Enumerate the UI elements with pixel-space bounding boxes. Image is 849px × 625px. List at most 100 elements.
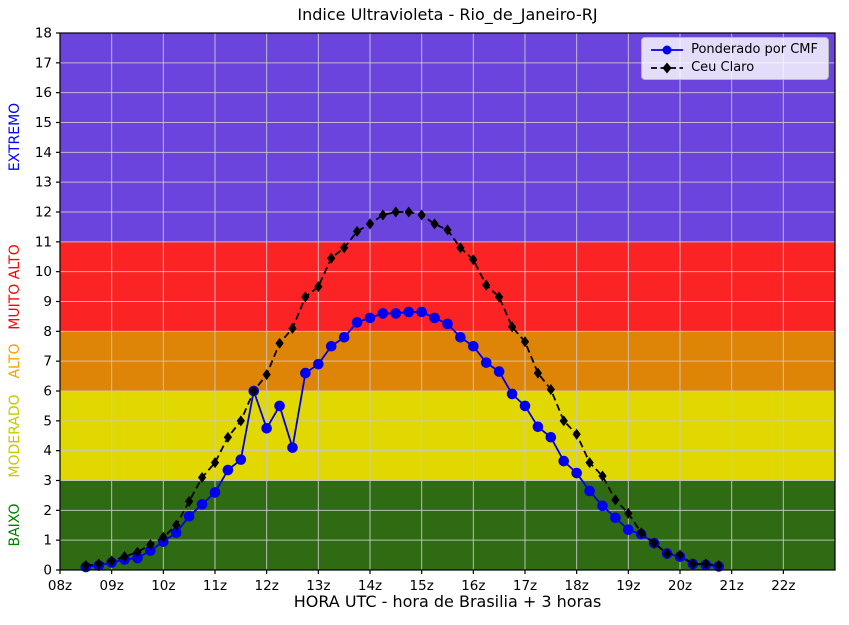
data-point-diamond — [172, 519, 181, 531]
data-point-circle — [571, 467, 582, 479]
data-point-diamond — [107, 555, 116, 567]
data-point-diamond — [624, 507, 633, 519]
band-label-moderado: MODERADO — [7, 394, 23, 478]
data-point-diamond — [469, 254, 478, 266]
band-label-extremo: EXTREMO — [7, 103, 23, 172]
data-point-diamond — [443, 224, 452, 236]
y-tick-label: 0 — [43, 563, 52, 579]
data-point-circle — [597, 500, 608, 512]
y-tick-label: 2 — [43, 503, 52, 519]
data-point-circle — [261, 422, 272, 434]
y-tick-label: 10 — [35, 264, 52, 280]
legend: Ponderado por CMF Ceu Claro — [641, 37, 829, 80]
data-point-circle — [235, 454, 247, 465]
chart-title: Indice Ultravioleta - Rio_de_Janeiro-RJ — [297, 5, 598, 24]
legend-label: Ceu Claro — [691, 60, 755, 75]
data-point-diamond — [301, 291, 310, 303]
data-point-circle — [442, 318, 453, 330]
data-point-diamond — [378, 209, 388, 221]
data-point-diamond — [572, 428, 581, 440]
x-tick-label: 12z — [255, 578, 279, 594]
data-point-circle — [325, 340, 337, 352]
y-tick-label: 17 — [35, 55, 52, 71]
data-point-circle — [364, 312, 376, 324]
data-point-circle — [493, 366, 505, 377]
data-point-diamond — [662, 548, 672, 560]
data-point-diamond — [249, 385, 258, 397]
x-tick-label: 21z — [720, 578, 744, 594]
band-label-baixo: BAIXO — [7, 503, 23, 547]
data-point-diamond — [327, 252, 336, 264]
data-point-diamond — [391, 206, 400, 218]
y-tick-label: 1 — [43, 533, 52, 549]
y-tick-label: 13 — [35, 175, 52, 191]
x-tick-label: 14z — [358, 578, 382, 594]
data-point-diamond — [701, 558, 710, 570]
data-point-diamond — [650, 537, 659, 549]
data-point-circle — [416, 306, 427, 318]
data-point-diamond — [81, 560, 90, 572]
x-tick-label: 13z — [306, 578, 330, 594]
data-point-circle — [623, 524, 634, 536]
data-point-diamond — [236, 415, 245, 427]
data-point-circle — [429, 312, 440, 324]
y-tick-label: 11 — [35, 234, 52, 250]
data-point-circle — [338, 332, 350, 343]
data-point-diamond — [637, 527, 646, 539]
data-point-diamond — [520, 336, 530, 348]
data-point-diamond — [197, 472, 207, 484]
data-point-circle — [351, 317, 363, 328]
x-tick-label: 16z — [461, 578, 485, 594]
data-point-diamond — [262, 369, 271, 381]
y-tick-label: 16 — [35, 85, 52, 101]
data-point-circle — [519, 400, 531, 412]
x-tick-label: 11z — [203, 578, 227, 594]
x-tick-label: 09z — [100, 578, 124, 594]
data-point-diamond — [340, 242, 349, 254]
data-point-circle — [390, 308, 402, 319]
data-point-circle — [287, 442, 298, 453]
data-point-circle — [545, 431, 557, 443]
data-point-circle — [455, 332, 466, 343]
y-tick-label: 12 — [35, 205, 52, 221]
data-point-diamond — [288, 322, 297, 334]
data-point-diamond — [714, 560, 723, 572]
data-point-diamond — [559, 415, 568, 427]
data-point-circle — [468, 340, 479, 352]
y-tick-label: 5 — [43, 413, 52, 429]
legend-line-diamond-icon — [651, 62, 684, 73]
y-tick-label: 14 — [35, 145, 52, 161]
band-baixo — [60, 480, 835, 570]
y-tick-label: 6 — [43, 384, 52, 400]
y-tick-label: 15 — [35, 115, 52, 131]
data-point-diamond — [675, 549, 685, 561]
x-axis-label: HORA UTC - hora de Brasilia + 3 horas — [293, 592, 602, 611]
data-point-diamond — [533, 367, 543, 379]
y-tick-label: 8 — [43, 324, 52, 340]
band-muito-alto — [60, 241, 835, 332]
data-point-circle — [610, 512, 621, 524]
data-point-circle — [480, 357, 492, 368]
data-point-diamond — [585, 457, 594, 469]
x-tick-label: 15z — [410, 578, 434, 594]
data-point-circle — [558, 455, 570, 467]
data-point-circle — [532, 421, 544, 433]
x-tick-label: 08z — [48, 578, 72, 594]
data-point-diamond — [495, 291, 504, 303]
y-tick-label: 9 — [43, 294, 52, 310]
band-label-muito-alto: MUITO ALTO — [7, 243, 23, 330]
data-point-circle — [313, 358, 324, 370]
legend-label: Ponderado por CMF — [691, 42, 818, 57]
data-point-diamond — [223, 431, 233, 443]
data-point-circle — [377, 308, 389, 319]
data-point-diamond — [482, 279, 491, 291]
series-line-ceu-claro — [85, 211, 719, 567]
data-point-circle — [183, 511, 195, 522]
data-point-circle — [300, 367, 311, 379]
data-point-diamond — [352, 225, 362, 237]
data-point-diamond — [146, 539, 155, 551]
data-point-circle — [403, 306, 415, 318]
data-point-diamond — [94, 558, 103, 570]
